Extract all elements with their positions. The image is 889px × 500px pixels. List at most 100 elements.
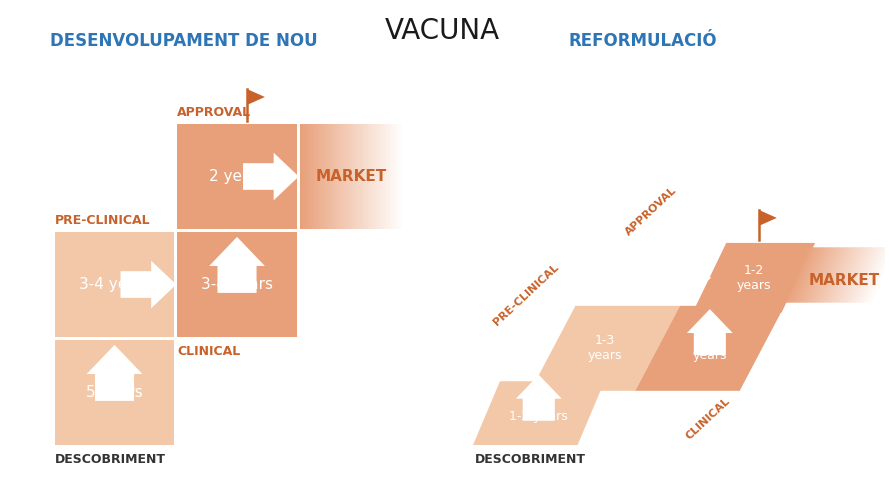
Bar [399,124,401,229]
Polygon shape [473,381,605,445]
Bar [55,340,174,445]
Polygon shape [864,248,888,302]
Polygon shape [784,248,809,302]
Bar [321,124,323,229]
Text: 1-2
years: 1-2 years [737,264,771,292]
Polygon shape [798,248,822,302]
Polygon shape [845,248,870,302]
Bar [390,124,393,229]
Polygon shape [854,248,879,302]
Polygon shape [862,248,886,302]
Bar [331,124,333,229]
Bar [376,124,379,229]
Polygon shape [531,306,680,391]
Bar [385,124,388,229]
Polygon shape [873,248,889,302]
Polygon shape [789,248,813,302]
Bar [356,124,357,229]
Bar [303,124,306,229]
Polygon shape [825,248,849,302]
Polygon shape [861,248,885,302]
Polygon shape [516,375,562,421]
Bar [324,124,326,229]
Polygon shape [805,248,829,302]
Polygon shape [869,248,889,302]
Text: 2 years: 2 years [209,169,266,184]
Polygon shape [247,89,265,105]
Bar [345,124,348,229]
Bar [326,124,328,229]
Bar [388,124,391,229]
Polygon shape [817,248,842,302]
Polygon shape [871,248,889,302]
Polygon shape [856,248,881,302]
Bar [336,124,339,229]
Text: 3-4 years: 3-4 years [201,277,273,292]
Polygon shape [831,248,855,302]
Bar [354,124,356,229]
Bar [378,124,380,229]
Bar [341,124,344,229]
Bar [332,124,335,229]
Text: DESCOBRIMENT: DESCOBRIMENT [55,453,165,466]
Text: PRE-CLINICAL: PRE-CLINICAL [55,214,150,227]
Bar [380,124,382,229]
Text: 1-2 years: 1-2 years [509,410,568,423]
Bar [347,124,349,229]
Text: 2-4
years: 2-4 years [693,334,727,362]
Polygon shape [790,248,815,302]
Bar [352,124,355,229]
Polygon shape [845,248,869,302]
Polygon shape [850,248,875,302]
Bar [308,124,311,229]
Polygon shape [828,248,853,302]
Polygon shape [837,248,861,302]
Bar [55,232,174,337]
Polygon shape [693,243,815,312]
Polygon shape [810,248,834,302]
Polygon shape [849,248,873,302]
Bar [330,124,332,229]
Bar [301,124,304,229]
Polygon shape [814,248,839,302]
Polygon shape [808,248,833,302]
Bar [317,124,319,229]
Text: CLINICAL: CLINICAL [177,345,241,358]
Polygon shape [799,248,824,302]
Text: MARKET: MARKET [809,273,880,288]
Polygon shape [801,248,825,302]
Polygon shape [804,248,829,302]
Bar [359,124,361,229]
Bar [361,124,363,229]
Text: DESCOBRIMENT: DESCOBRIMENT [475,453,586,466]
Polygon shape [86,345,142,401]
Polygon shape [797,248,821,302]
Polygon shape [792,248,816,302]
Polygon shape [794,248,818,302]
Bar [350,124,353,229]
Polygon shape [812,248,836,302]
Bar [177,232,297,337]
Bar [372,124,373,229]
Bar [374,124,377,229]
Polygon shape [788,248,812,302]
Polygon shape [209,237,265,293]
Bar [340,124,342,229]
Text: DESENVOLUPAMENT DE NOU: DESENVOLUPAMENT DE NOU [51,32,318,50]
Bar [314,124,316,229]
Polygon shape [840,248,864,302]
Polygon shape [859,248,884,302]
Bar [373,124,375,229]
Polygon shape [503,329,549,368]
Polygon shape [852,248,877,302]
Bar [357,124,359,229]
Bar [348,124,351,229]
Bar [334,124,337,229]
Text: MARKET: MARKET [316,169,388,184]
Polygon shape [665,258,711,298]
Text: 1-3
years: 1-3 years [588,334,622,362]
Text: PRE-CLINICAL: PRE-CLINICAL [491,262,560,327]
Bar [177,124,297,229]
Polygon shape [821,248,845,302]
Polygon shape [841,248,866,302]
